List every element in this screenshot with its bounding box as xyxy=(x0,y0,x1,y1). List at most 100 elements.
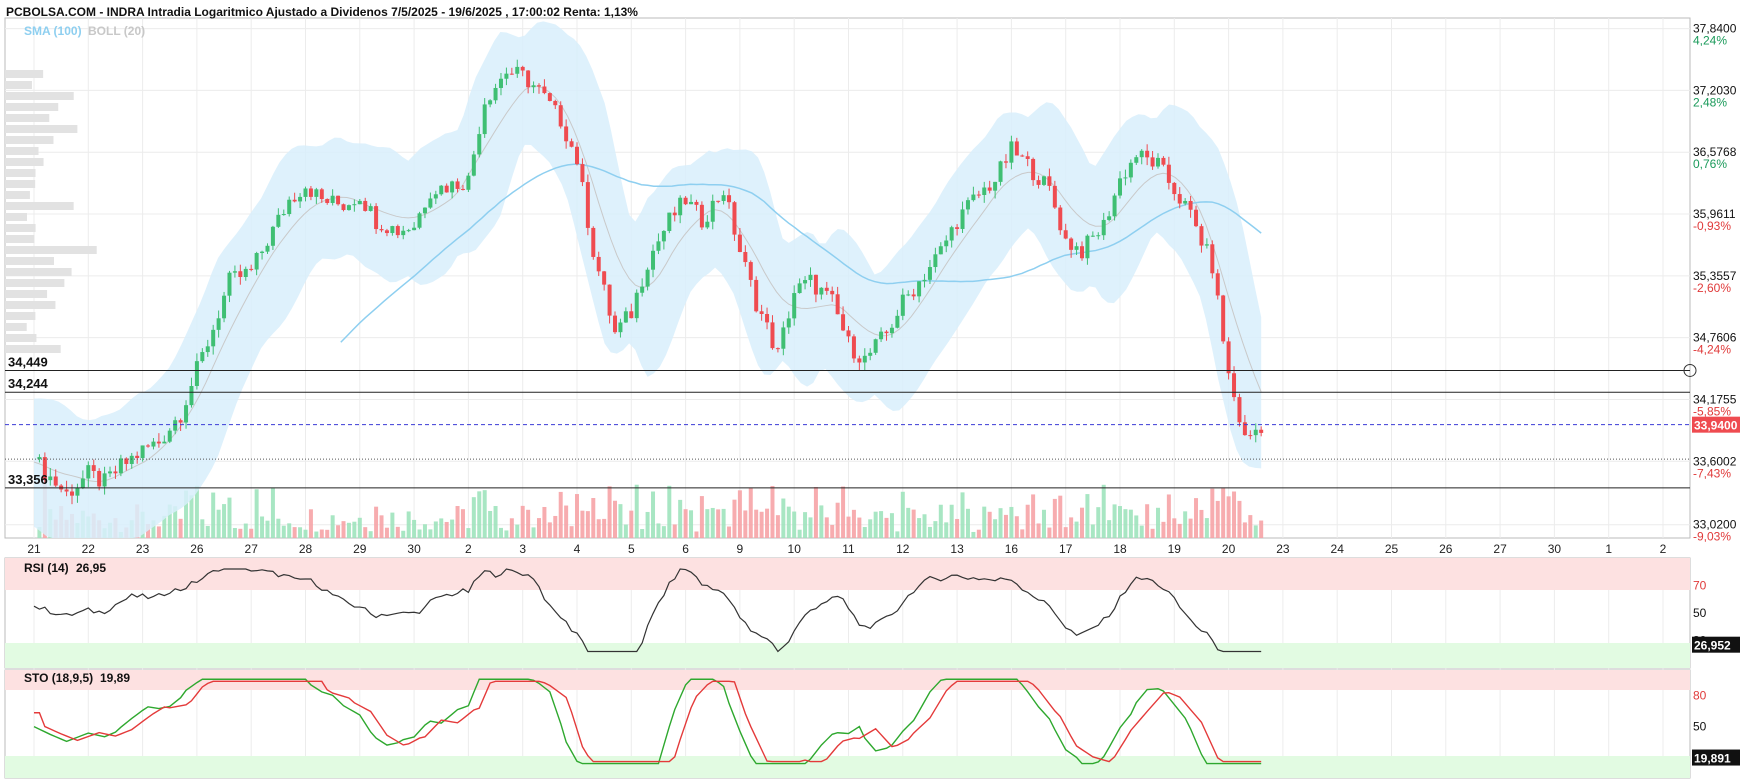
candle-body xyxy=(743,252,748,263)
volume-bar xyxy=(406,511,411,538)
volume-bar xyxy=(868,519,873,538)
volume-bar xyxy=(694,531,699,538)
volume-bar xyxy=(786,506,791,538)
rsi-tick-label: 50 xyxy=(1693,606,1707,620)
volume-bar xyxy=(982,506,987,538)
volume-profile-bar xyxy=(5,202,74,210)
volume-profile-bar xyxy=(5,81,32,89)
sto-value: 19,89 xyxy=(100,671,131,685)
volume-bar xyxy=(884,517,889,538)
candle-body xyxy=(1107,216,1112,220)
candle-body xyxy=(667,212,672,231)
candle-body xyxy=(1210,244,1215,274)
volume-bar xyxy=(314,531,319,538)
candle-body xyxy=(167,430,172,442)
volume-bar xyxy=(917,518,922,538)
candle-body xyxy=(813,274,818,295)
candle-body xyxy=(509,73,514,75)
candle-body xyxy=(792,293,797,319)
volume-bar xyxy=(1041,509,1046,538)
candle-body xyxy=(754,279,759,312)
volume-bar xyxy=(346,522,351,538)
candle-body xyxy=(178,420,183,423)
candle-body xyxy=(797,283,802,294)
candle-body xyxy=(721,195,726,201)
candle-body xyxy=(379,229,384,231)
volume-bar xyxy=(1101,484,1106,538)
volume-bar xyxy=(1118,506,1122,538)
candle-body xyxy=(118,458,123,474)
price-tick-label: 37,2030 xyxy=(1693,83,1737,97)
volume-bar xyxy=(384,527,389,538)
x-tick-label: 4 xyxy=(574,542,581,556)
candle-body xyxy=(536,85,541,87)
volume-bar xyxy=(509,518,514,538)
volume-bar xyxy=(1036,523,1041,538)
volume-bar xyxy=(938,504,943,538)
price-tick-label: 35,3557 xyxy=(1693,269,1737,283)
candle-body xyxy=(298,196,303,202)
candle-body xyxy=(960,209,965,229)
candle-body xyxy=(124,458,129,464)
candle-body xyxy=(1036,180,1041,185)
volume-bar xyxy=(879,511,884,538)
pct-tick-label: -2,60% xyxy=(1693,281,1731,295)
volume-bar xyxy=(308,509,313,538)
candle-body xyxy=(1172,182,1177,195)
sto-k-line xyxy=(33,678,1262,765)
candle-body xyxy=(412,227,417,231)
candle-body xyxy=(895,315,900,328)
candle-body xyxy=(591,227,596,257)
x-tick-label: 26 xyxy=(1439,542,1453,556)
volume-bar xyxy=(1063,527,1068,538)
volume-bar xyxy=(553,515,558,538)
volume-bar xyxy=(596,519,601,538)
candle-body xyxy=(1025,156,1030,159)
candle-body xyxy=(232,271,237,273)
candle-body xyxy=(835,294,840,315)
candle-body xyxy=(596,256,601,272)
candle-body xyxy=(1090,235,1095,237)
candle-body xyxy=(162,441,167,444)
volume-bar xyxy=(1134,515,1139,538)
candle-body xyxy=(634,292,639,319)
candle-body xyxy=(651,250,656,270)
volume-bar xyxy=(167,504,172,538)
volume-bar xyxy=(151,520,156,538)
candle-body xyxy=(1047,176,1052,186)
volume-bar xyxy=(455,506,460,538)
volume-bar xyxy=(1221,488,1226,538)
sto-overbought-zone xyxy=(5,670,1690,690)
volume-bar xyxy=(536,518,541,538)
volume-bar xyxy=(808,517,813,538)
volume-bar xyxy=(618,504,623,538)
x-tick-label: 23 xyxy=(1276,542,1290,556)
volume-bar xyxy=(803,512,808,538)
candle-body xyxy=(1221,295,1226,342)
x-tick-label: 2 xyxy=(1660,542,1667,556)
candles xyxy=(37,59,1264,505)
volume-bar xyxy=(37,526,42,538)
volume-profile-bar xyxy=(5,136,54,144)
candle-body xyxy=(184,405,189,423)
volume-bar xyxy=(922,514,927,538)
candle-body xyxy=(542,86,547,94)
candle-body xyxy=(824,287,829,291)
x-tick-label: 30 xyxy=(1548,542,1562,556)
volume-bar xyxy=(1139,525,1144,538)
candle-body xyxy=(341,204,346,211)
volume-bar xyxy=(205,525,210,538)
volume-bar xyxy=(1003,514,1008,538)
candle-body xyxy=(406,230,411,232)
candle-body xyxy=(602,271,607,285)
candle-body xyxy=(1123,177,1128,179)
candle-body xyxy=(765,313,770,323)
volume-bar xyxy=(1161,521,1166,538)
volume-bar xyxy=(1009,506,1014,538)
volume-bar xyxy=(298,527,303,538)
volume-bar xyxy=(1194,498,1199,538)
volume-bar xyxy=(254,489,259,538)
candle-body xyxy=(927,267,932,280)
volume-bar xyxy=(645,511,650,538)
volume-bar xyxy=(613,500,618,538)
